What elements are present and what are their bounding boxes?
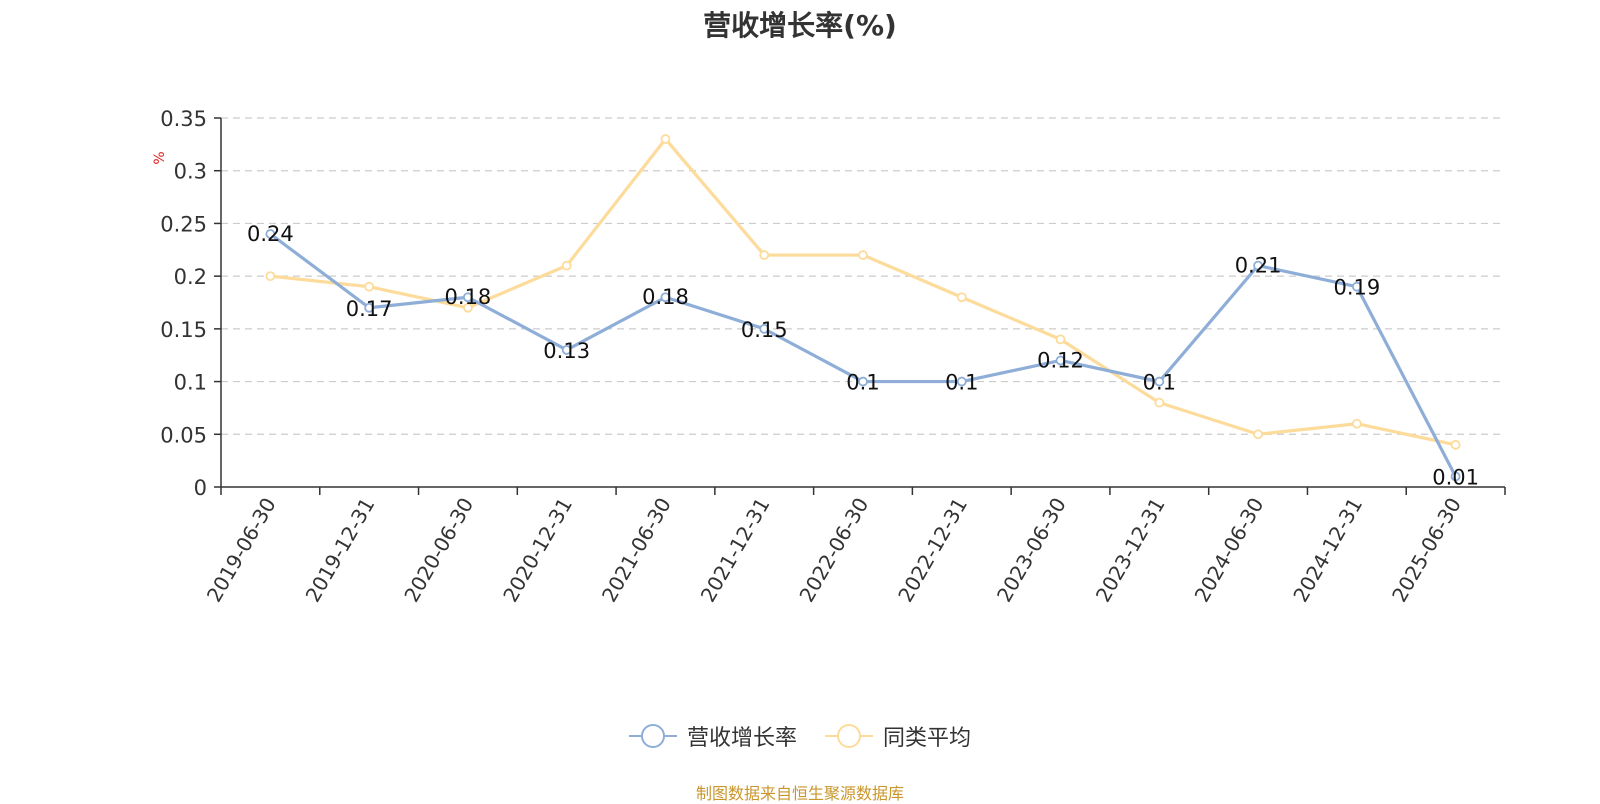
y-tick-label: 0.2 xyxy=(174,265,207,289)
data-point-1 xyxy=(1450,439,1461,450)
data-point-0 xyxy=(265,229,276,239)
data-point-0 xyxy=(1055,355,1066,366)
data-point-1 xyxy=(759,250,770,260)
legend-label-peer-average: 同类平均 xyxy=(883,726,972,751)
data-label: 0.17 xyxy=(346,297,393,321)
data-label: 0.21 xyxy=(1235,254,1282,278)
data-label: 0.15 xyxy=(741,318,788,342)
x-tick-label: 2020-06-30 xyxy=(399,494,478,607)
data-label: 0.24 xyxy=(247,222,294,246)
data-labels: 0.24 0.17 0.18 0.13 0.18 0.15 0.1 0.1 0.12 0.1 0.2… xyxy=(247,222,1479,489)
x-tick-label: 2024-12-31 xyxy=(1288,494,1367,607)
data-point-0 xyxy=(1450,471,1461,482)
y-tick-label: 0.35 xyxy=(160,107,207,131)
data-point-0 xyxy=(463,292,473,303)
y-tick-label: 0.15 xyxy=(160,318,207,342)
data-label: 0.01 xyxy=(1432,465,1479,489)
x-tick-label: 2024-06-30 xyxy=(1190,494,1269,607)
data-point-1 xyxy=(561,260,572,271)
x-tick-label: 2022-06-30 xyxy=(794,494,873,607)
legend-marker-peer-average-icon xyxy=(825,722,873,750)
x-tick-label: 2021-06-30 xyxy=(597,494,676,607)
data-label: 0.1 xyxy=(945,371,978,395)
x-tick-label: 2025-06-30 xyxy=(1387,494,1466,607)
data-point-1 xyxy=(1154,397,1165,408)
data-label: 0.12 xyxy=(1037,348,1084,372)
data-point-0 xyxy=(759,323,770,334)
data-point-0 xyxy=(561,345,572,355)
series-lines xyxy=(265,134,1461,482)
y-tick-label: 0.25 xyxy=(160,212,207,236)
legend-label-revenue-growth: 营收增长率 xyxy=(686,726,797,751)
y-tick-label: 0.3 xyxy=(174,160,207,184)
data-point-1 xyxy=(364,281,375,292)
y-axis-label: % xyxy=(152,151,168,164)
data-point-1 xyxy=(1055,334,1066,345)
data-point-0 xyxy=(1253,260,1263,271)
x-tick-label: 2019-12-31 xyxy=(301,494,380,607)
x-tick-label: 2022-12-31 xyxy=(893,494,972,607)
data-label: 0.19 xyxy=(1333,276,1380,300)
data-point-1 xyxy=(265,271,276,282)
data-label: 0.1 xyxy=(846,371,879,395)
y-tick-label: 0 xyxy=(194,476,207,500)
chart-title: 营收增长率(%) xyxy=(703,9,897,42)
x-tick-label: 2020-12-31 xyxy=(498,494,577,607)
data-point-1 xyxy=(1351,418,1362,429)
legend-item-peer-average[interactable]: 同类平均 xyxy=(825,720,971,752)
y-tick-label: 0.05 xyxy=(160,423,207,447)
data-point-1 xyxy=(956,292,967,303)
legend: 营收增长率 同类平均 xyxy=(0,720,1600,752)
x-tick-label: 2021-12-31 xyxy=(696,494,775,607)
data-point-0 xyxy=(660,292,671,303)
data-point-1 xyxy=(463,302,473,313)
data-point-1 xyxy=(1253,429,1263,440)
data-label: 0.18 xyxy=(445,285,492,309)
legend-marker-revenue-growth-icon xyxy=(628,722,677,750)
data-label: 0.1 xyxy=(1143,371,1176,395)
data-point-0 xyxy=(1154,376,1165,387)
data-point-0 xyxy=(364,302,375,313)
x-tick-label: 2023-06-30 xyxy=(992,494,1071,607)
x-tick-label: 2019-06-30 xyxy=(202,494,281,607)
data-point-1 xyxy=(858,250,868,260)
data-point-1 xyxy=(660,134,671,144)
data-point-0 xyxy=(956,376,967,387)
y-tick-label: 0.1 xyxy=(174,371,207,395)
data-point-0 xyxy=(1351,281,1362,292)
axes: 0 0.05 0.1 0.15 0.2 0.25 0.3 0.35% 2019-06-30 201… xyxy=(152,107,1506,607)
data-point-0 xyxy=(858,376,868,387)
data-label: 0.13 xyxy=(543,339,590,363)
source-note: 制图数据来自恒生聚源数据库 xyxy=(695,784,904,803)
x-tick-label: 2023-12-31 xyxy=(1091,494,1170,607)
data-label: 0.18 xyxy=(642,285,689,309)
legend-item-revenue-growth[interactable]: 营收增长率 xyxy=(628,720,797,752)
